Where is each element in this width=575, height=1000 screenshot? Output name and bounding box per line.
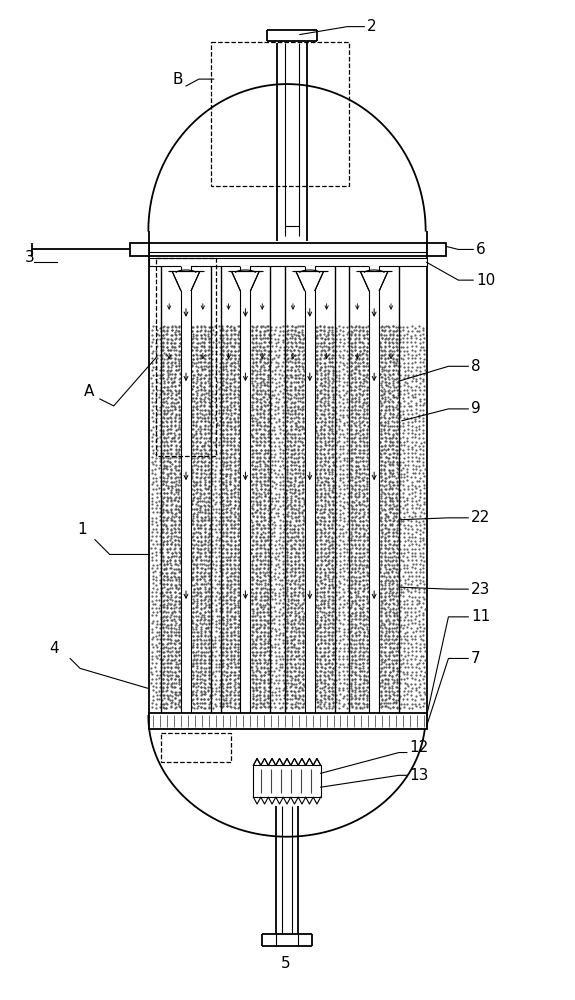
Bar	[161, 266, 211, 713]
Bar	[211, 42, 350, 186]
Bar	[305, 266, 315, 713]
Text: B: B	[173, 72, 183, 87]
Polygon shape	[296, 271, 324, 291]
Text: 8: 8	[471, 359, 481, 374]
Bar	[161, 733, 231, 762]
Text: 4: 4	[49, 641, 59, 656]
Text: 22: 22	[471, 510, 490, 525]
Text: 10: 10	[476, 273, 496, 288]
Text: 12: 12	[410, 740, 429, 755]
Polygon shape	[232, 271, 259, 291]
Text: 6: 6	[476, 242, 486, 257]
Bar	[285, 266, 335, 713]
Bar	[369, 266, 379, 713]
Text: A: A	[84, 384, 94, 399]
Text: 3: 3	[25, 250, 34, 265]
Bar	[150, 713, 427, 729]
Bar	[129, 243, 150, 256]
Bar	[350, 266, 399, 713]
Text: 23: 23	[471, 582, 490, 597]
Bar	[240, 266, 250, 713]
Text: 11: 11	[471, 609, 490, 624]
Text: 5: 5	[281, 956, 291, 971]
Bar	[156, 258, 216, 456]
Bar	[427, 243, 446, 256]
Bar	[150, 258, 427, 266]
Text: 2: 2	[367, 19, 377, 34]
Bar	[150, 243, 427, 256]
Polygon shape	[172, 271, 200, 291]
Bar	[181, 266, 191, 713]
Text: 13: 13	[410, 768, 429, 783]
Text: 1: 1	[77, 522, 87, 537]
Text: 7: 7	[471, 651, 481, 666]
Text: 9: 9	[471, 401, 481, 416]
Polygon shape	[361, 271, 388, 291]
Bar	[254, 765, 321, 797]
Bar	[221, 266, 270, 713]
